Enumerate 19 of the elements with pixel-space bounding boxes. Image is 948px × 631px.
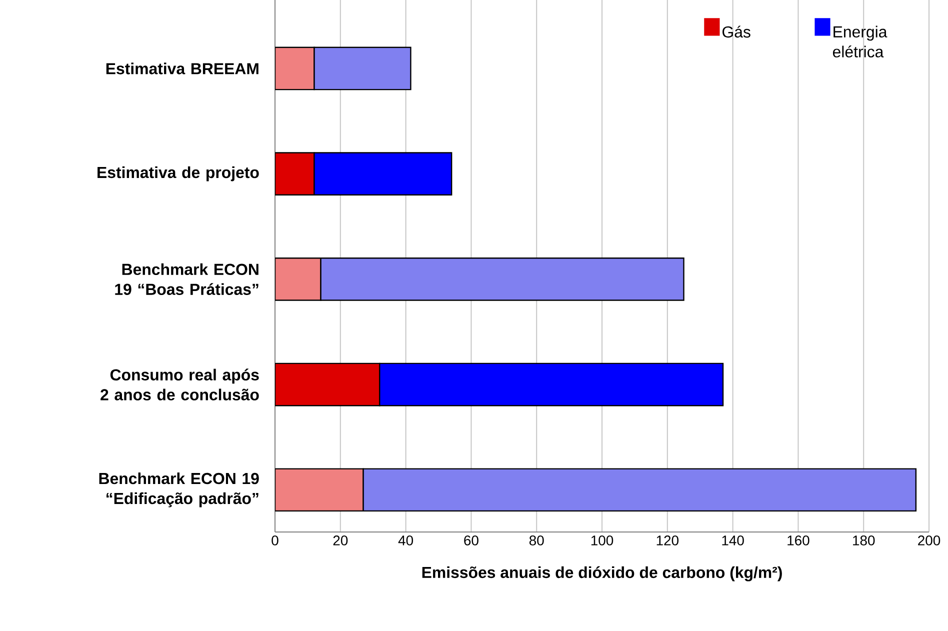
x-tick-label: 160	[788, 536, 810, 546]
y-tick-label: Benchmark ECON 19 “Edificação padrão”	[99, 472, 259, 508]
y-tick-label: Consumo real após 2 anos de conclusão	[100, 368, 259, 400]
y-tick-label: Benchmark ECON 19 “Boas Práticas”	[115, 263, 258, 295]
legend-label: Energia elétrica	[832, 26, 888, 58]
x-tick-label: 20	[333, 536, 348, 546]
legend-label: Gás	[722, 26, 750, 38]
x-tick-label: 60	[464, 536, 478, 546]
x-tick-label: 80	[529, 536, 544, 546]
x-tick-label: 200	[918, 536, 940, 546]
x-tick-label: 140	[722, 536, 744, 546]
x-tick-label: 100	[591, 536, 614, 546]
x-tick-label: 120	[656, 536, 678, 546]
y-tick-label: Estimativa BREEAM	[106, 62, 258, 74]
x-axis-title: Emissões anuais de dióxido de carbono (kg/m²)	[422, 566, 782, 582]
x-tick-label: 40	[398, 536, 414, 546]
y-tick-label: Estimativa de projeto	[98, 166, 259, 182]
x-tick-label: 180	[853, 536, 875, 546]
x-tick-label: 0	[272, 536, 278, 546]
